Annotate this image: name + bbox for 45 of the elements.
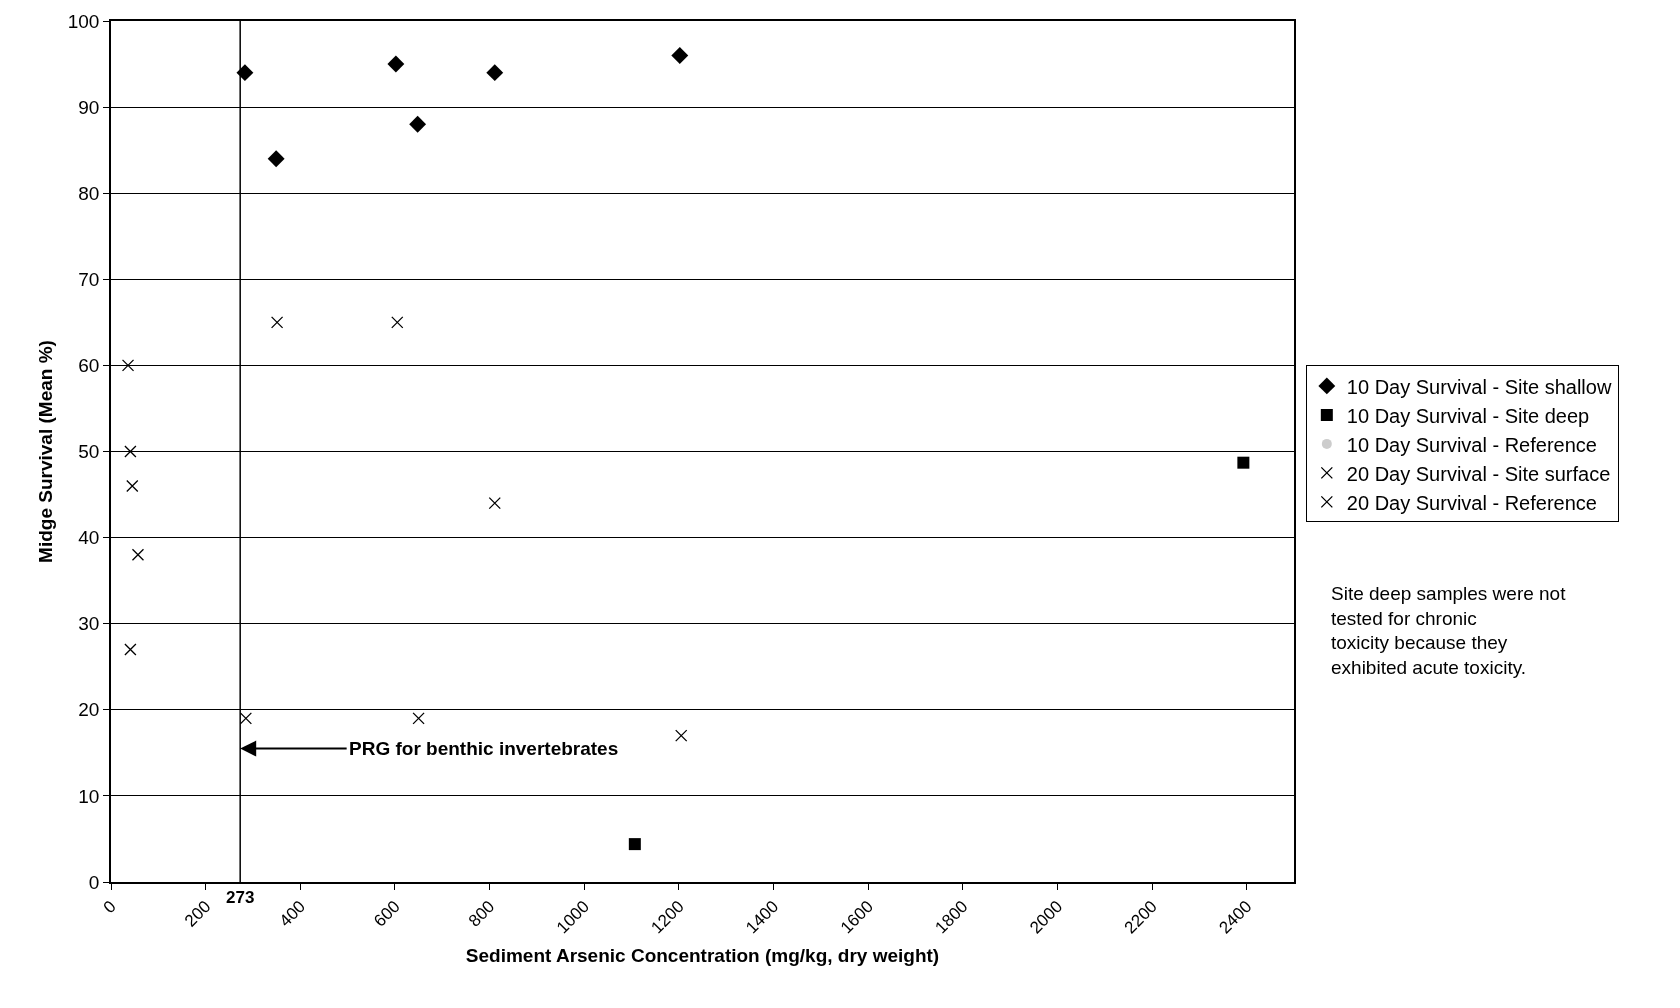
y-tick-label: 100 — [67, 10, 100, 32]
x-tick-label: 400 — [275, 897, 310, 931]
point — [236, 64, 254, 82]
point — [488, 497, 501, 510]
point — [131, 548, 145, 561]
point — [126, 479, 139, 493]
point — [1237, 456, 1250, 469]
y-tick-label: 0 — [88, 871, 100, 893]
point — [124, 643, 137, 656]
x-axis-title: Sediment Arsenic Concentration (mg/kg, dry weight) — [465, 944, 940, 966]
y-tick-label: 50 — [78, 441, 100, 463]
y-tick-label: 70 — [78, 268, 100, 290]
point — [391, 316, 404, 329]
legend-label: 10 Day Survival - Site deep — [1346, 404, 1590, 427]
ref-line-label: 273 — [226, 888, 255, 907]
legend-label: 10 Day Survival - Site shallow — [1346, 375, 1612, 398]
y-tick-label: 20 — [78, 699, 100, 721]
legend-label: 20 Day Survival - Reference — [1346, 491, 1597, 514]
point — [124, 445, 137, 458]
y-tick-label: 80 — [78, 182, 100, 204]
y-tick-label: 10 — [78, 785, 100, 807]
point — [387, 55, 405, 73]
x-tick-label: 0 — [99, 897, 120, 918]
point — [267, 150, 285, 168]
x-tick-label: 600 — [370, 897, 404, 931]
text: Site deep samples were not tested for chronic toxicity because they exhibited acute toxicity. — [1331, 583, 1567, 679]
point — [675, 729, 688, 742]
x-tick-label: 200 — [180, 897, 215, 931]
point — [270, 316, 284, 329]
point — [628, 838, 641, 851]
point — [121, 359, 135, 372]
y-tick-label: 30 — [78, 613, 100, 635]
y-tick-label: 90 — [78, 96, 100, 118]
point — [671, 46, 689, 64]
annotation: PRG for benthic invertebrates — [349, 738, 619, 759]
x-tick-label: 800 — [464, 897, 499, 931]
legend-label: 20 Day Survival - Site surface — [1346, 462, 1611, 485]
point — [409, 115, 427, 133]
y-tick-label: 60 — [78, 355, 100, 377]
point — [486, 64, 504, 82]
y-axis-title: Midge Survival (Mean %) — [35, 340, 57, 563]
y-tick-label: 40 — [78, 527, 100, 549]
point — [412, 712, 425, 725]
point — [239, 712, 253, 725]
legend-label: 10 Day Survival - Reference — [1346, 433, 1597, 456]
